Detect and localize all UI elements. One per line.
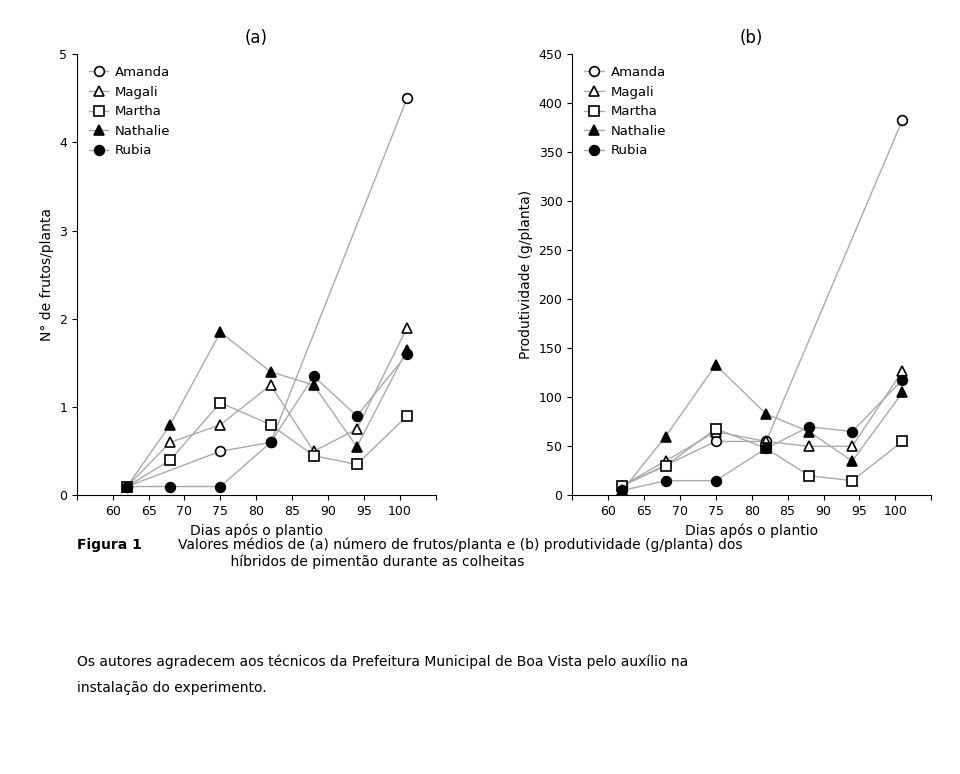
Text: instalação do experimento.: instalação do experimento.	[77, 681, 267, 695]
Text: Valores médios de (a) número de frutos/planta e (b) produtividade (g/planta) dos: Valores médios de (a) número de frutos/p…	[178, 538, 742, 569]
Text: Figura 1: Figura 1	[77, 538, 142, 552]
Title: (b): (b)	[740, 29, 763, 47]
X-axis label: Dias após o plantio: Dias após o plantio	[190, 524, 323, 538]
X-axis label: Dias após o plantio: Dias após o plantio	[685, 524, 818, 538]
Title: (a): (a)	[245, 29, 268, 47]
Legend: Amanda, Magali, Martha, Nathalie, Rubia: Amanda, Magali, Martha, Nathalie, Rubia	[579, 61, 671, 163]
Y-axis label: Produtividade (g/planta): Produtividade (g/planta)	[519, 190, 533, 359]
Y-axis label: N° de frutos/planta: N° de frutos/planta	[39, 208, 54, 341]
Text: Os autores agradecem aos técnicos da Prefeitura Municipal de Boa Vista pelo auxí: Os autores agradecem aos técnicos da Pre…	[77, 654, 688, 669]
Legend: Amanda, Magali, Martha, Nathalie, Rubia: Amanda, Magali, Martha, Nathalie, Rubia	[84, 61, 176, 163]
